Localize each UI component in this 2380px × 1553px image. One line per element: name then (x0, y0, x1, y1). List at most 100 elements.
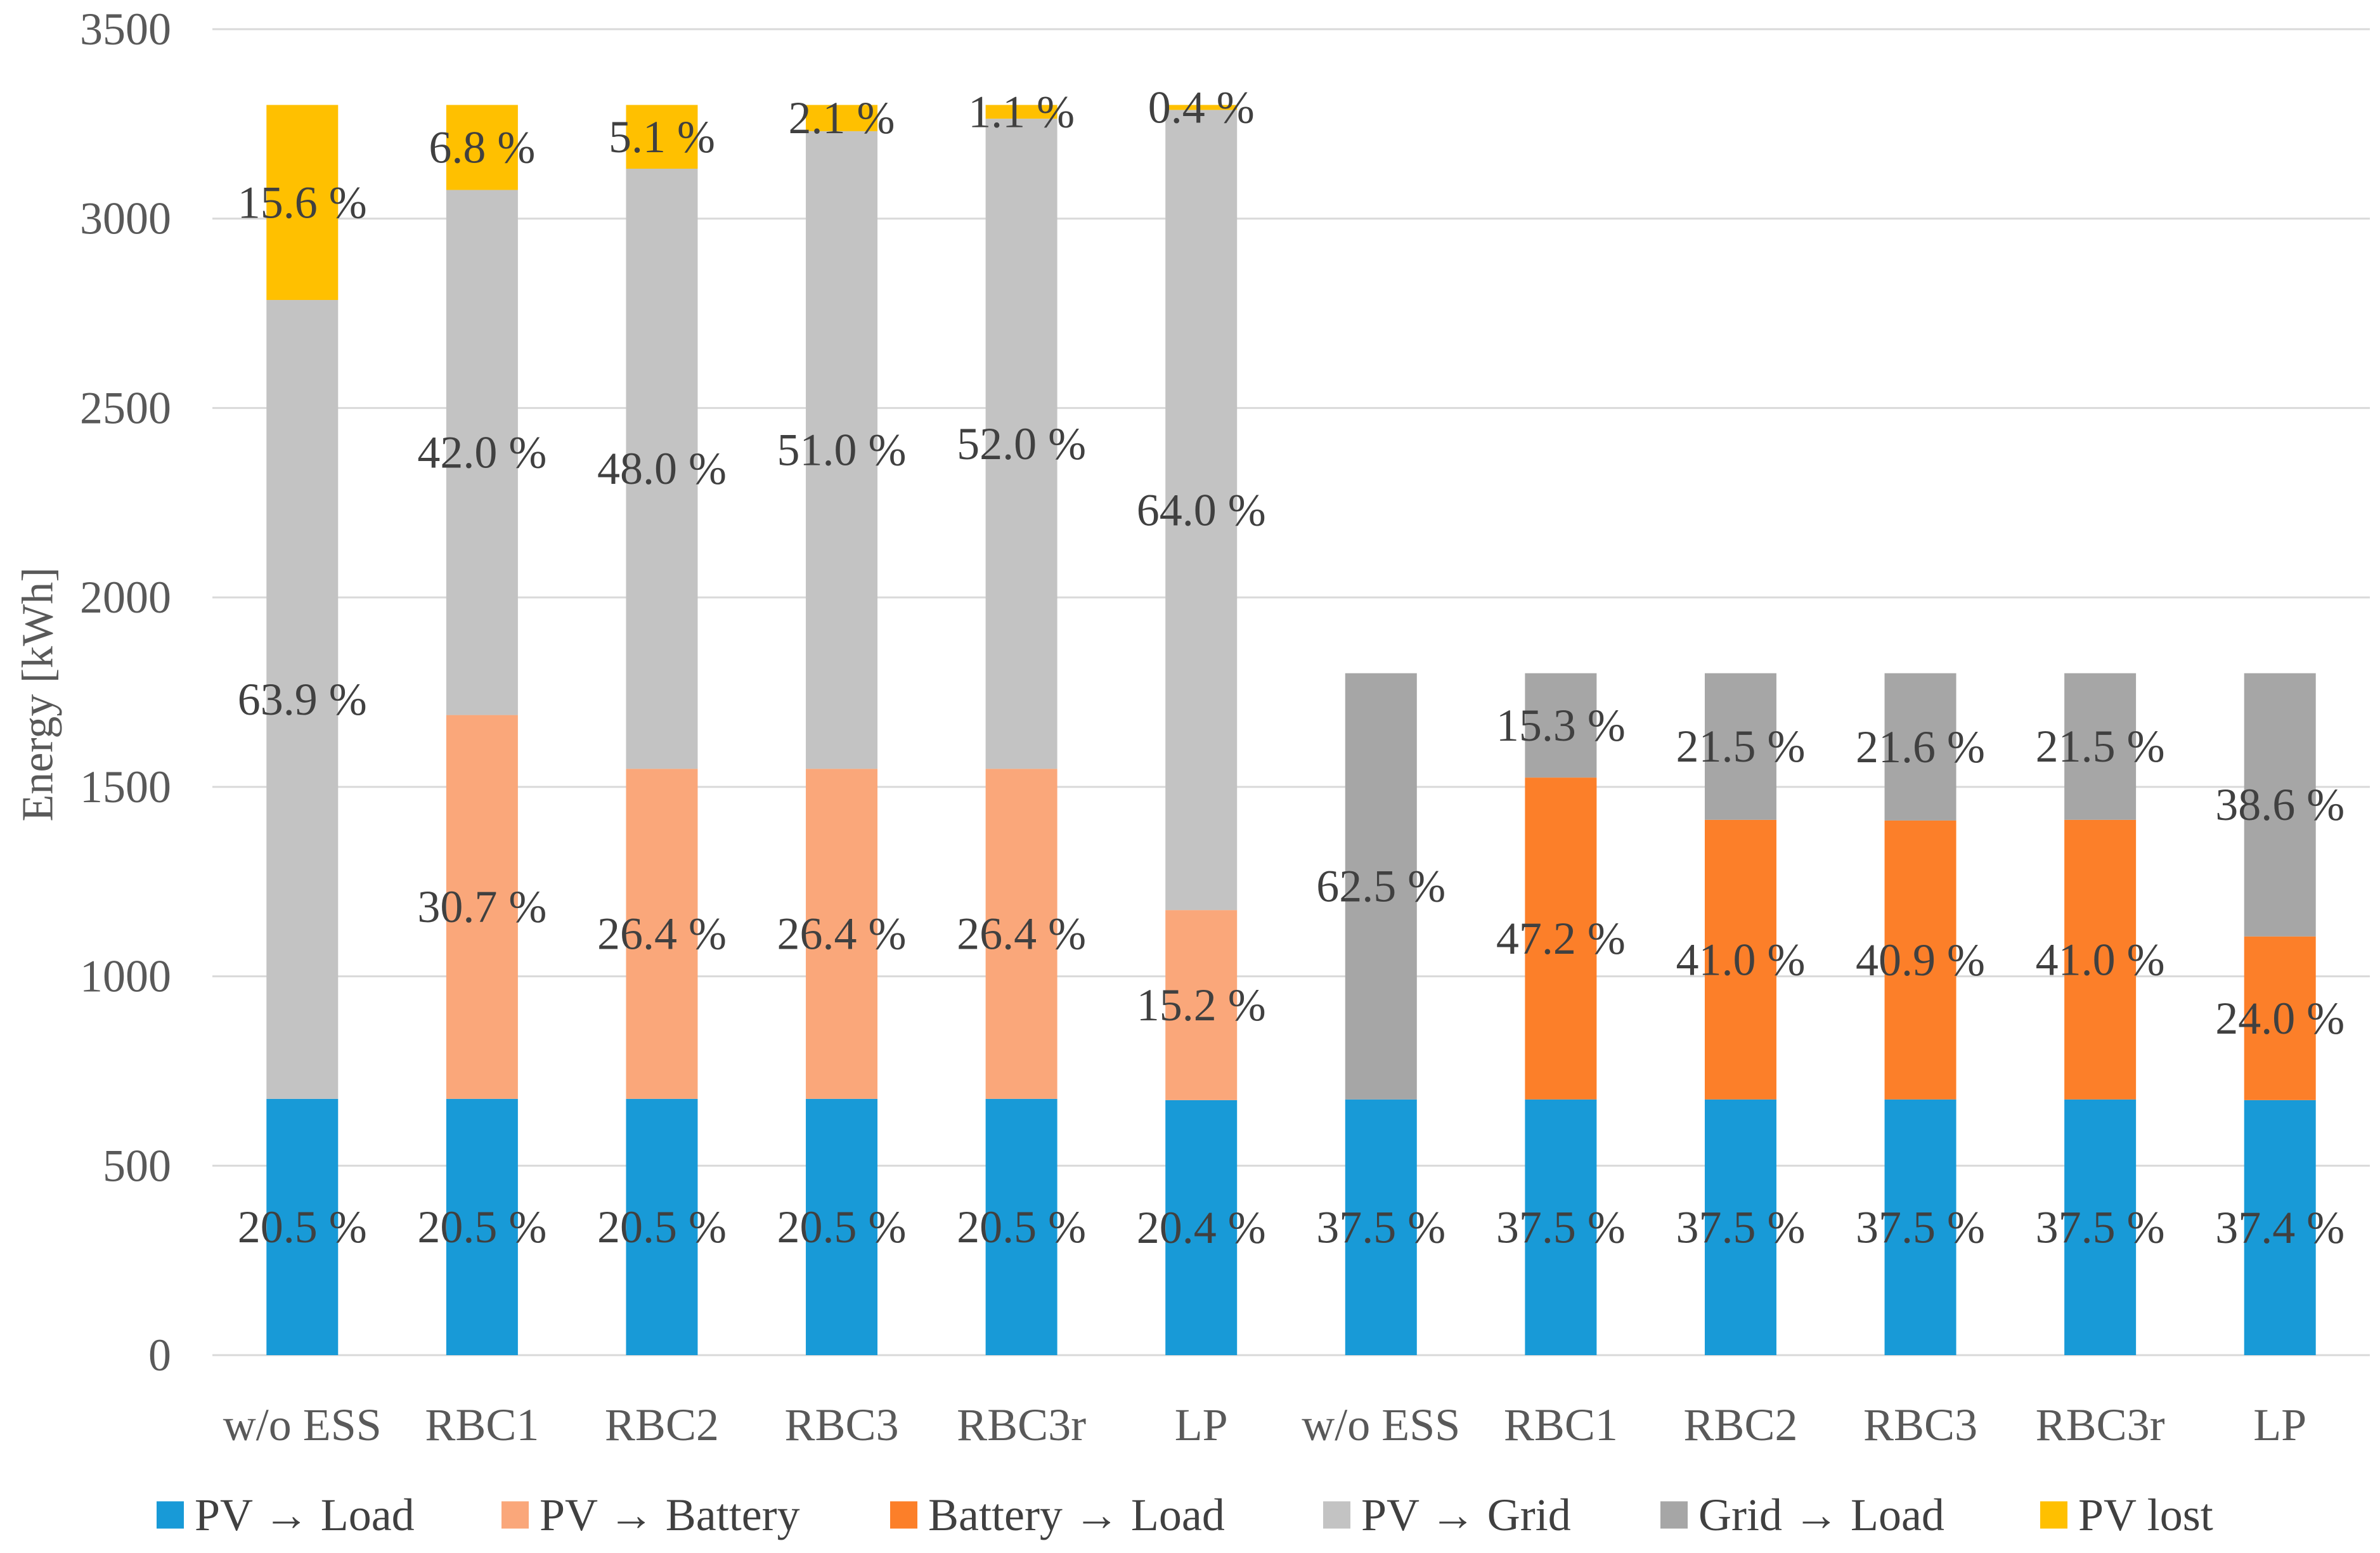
y-tick-label: 3500 (80, 4, 171, 55)
bar-segment-pv-battery (1165, 910, 1238, 1100)
x-category-label: RBC3r (2036, 1400, 2165, 1450)
bar-segment-battery-load (1525, 777, 1597, 1100)
bar-segment-pv-load (266, 1098, 339, 1355)
data-label-battery-load: 41.0 % (2036, 934, 2165, 985)
bar-segment-pv-load (1525, 1099, 1597, 1355)
x-category-label: RBC3r (957, 1400, 1086, 1450)
bar-segment-pv-load (806, 1098, 878, 1355)
bar-segment-pv-load (2244, 1100, 2316, 1355)
data-label-pv-lost: 6.8 % (429, 122, 535, 173)
x-category-label: RBC2 (605, 1400, 719, 1450)
data-label-battery-load: 24.0 % (2215, 993, 2344, 1044)
bar-segment-pv-grid (1165, 110, 1238, 911)
data-label-pv-battery: 26.4 % (957, 909, 1086, 959)
bar-segment-pv-battery (626, 769, 698, 1099)
y-tick-label: 2500 (80, 382, 171, 433)
bar-stack (2064, 673, 2137, 1355)
data-label-pv-load: 37.5 % (1856, 1202, 1985, 1252)
y-tick-label: 3000 (80, 193, 171, 244)
bar-segment-pv-load (1165, 1100, 1238, 1355)
data-label-grid-load: 62.5 % (1316, 861, 1445, 912)
bar-segment-battery-load (2244, 936, 2316, 1100)
legend-item-pv-lost: PV lost (2040, 1490, 2213, 1540)
legend-label: PV lost (2078, 1490, 2213, 1540)
legend-label: PV → Grid (1361, 1490, 1571, 1540)
bar-stack (1704, 673, 1776, 1355)
data-label-grid-load: 21.5 % (1676, 721, 1805, 772)
legend-swatch (2040, 1501, 2067, 1529)
x-category-label: RBC1 (1504, 1400, 1618, 1450)
bar-segment-pv-lost (985, 105, 1057, 119)
data-label-battery-load: 47.2 % (1496, 913, 1626, 964)
bar-segment-pv-grid (985, 119, 1057, 769)
bar-segment-battery-load (1704, 819, 1776, 1100)
data-label-pv-battery: 26.4 % (597, 909, 727, 959)
bar-segment-pv-load (626, 1098, 698, 1355)
bar-segment-pv-load (1345, 1099, 1417, 1355)
data-label-pv-battery: 15.2 % (1137, 980, 1266, 1030)
bar-segment-pv-load (1704, 1099, 1776, 1355)
data-label-grid-load: 21.5 % (2036, 721, 2165, 772)
bar-segment-pv-lost (806, 105, 878, 131)
data-label-pv-load: 37.5 % (1316, 1202, 1445, 1252)
x-axis-category-labels: w/o ESS RBC1 RBC2 RBC3 RBC3r LP w/o ESS RBC1 RBC… (223, 1400, 2306, 1450)
y-axis-title: Energy [kWh] (14, 567, 63, 821)
data-label-pv-battery: 30.7 % (417, 881, 546, 932)
legend-swatch (1323, 1501, 1350, 1529)
bar-stack (985, 105, 1057, 1355)
bar-segment-pv-grid (446, 190, 518, 715)
data-label-pv-grid: 52.0 % (957, 419, 1086, 469)
bar-segment-pv-load (2064, 1099, 2137, 1355)
bar-segment-pv-load (985, 1098, 1057, 1355)
y-axis-tick-labels: 0 500 1000 1500 2000 2500 3000 3500 (80, 4, 171, 1381)
bar-stack (1884, 673, 1956, 1355)
x-category-label: LP (1175, 1400, 1228, 1450)
data-label-pv-grid: 64.0 % (1137, 484, 1266, 535)
bar-segment-pv-battery (985, 769, 1057, 1099)
data-label-pv-grid: 51.0 % (777, 425, 907, 476)
bar-segment-pv-grid (626, 169, 698, 769)
data-label-pv-grid: 48.0 % (597, 443, 727, 494)
bar-stack (2244, 673, 2316, 1355)
bar-segment-grid-load (1525, 673, 1597, 778)
bar-segment-pv-grid (266, 300, 339, 1099)
legend-item-battery-load: Battery → Load (890, 1490, 1225, 1540)
legend-item-grid-load: Grid → Load (1660, 1490, 1944, 1540)
data-label-pv-lost: 5.1 % (609, 112, 715, 162)
legend-swatch (157, 1501, 184, 1529)
bar-segment-pv-battery (446, 715, 518, 1099)
legend-swatch (890, 1501, 917, 1529)
bar-segment-pv-load (1884, 1099, 1956, 1355)
bar-segment-grid-load (1884, 673, 1956, 821)
bar-stack (626, 105, 698, 1355)
data-label-pv-load: 20.5 % (957, 1202, 1086, 1252)
legend-item-pv-battery: PV → Battery (501, 1490, 800, 1540)
x-category-label: RBC3 (785, 1400, 899, 1450)
legend-swatch (1660, 1501, 1688, 1529)
bar-segment-pv-lost (446, 105, 518, 190)
legend-label: Grid → Load (1698, 1490, 1944, 1540)
y-tick-label: 1500 (80, 762, 171, 812)
bar-segment-grid-load (1345, 673, 1417, 1100)
bar-segment-pv-lost (626, 105, 698, 169)
data-label-pv-grid: 63.9 % (238, 674, 367, 725)
data-label-pv-load: 20.4 % (1137, 1202, 1266, 1253)
data-label-pv-load: 20.5 % (238, 1202, 367, 1252)
data-label-battery-load: 40.9 % (1856, 935, 1985, 985)
data-label-pv-load: 20.5 % (777, 1202, 907, 1252)
bar-segment-grid-load (1704, 673, 1776, 820)
bar-segment-pv-battery (806, 769, 878, 1099)
bar-stack (1165, 105, 1238, 1355)
data-label-pv-load: 20.5 % (597, 1202, 727, 1252)
data-label-grid-load: 15.3 % (1496, 700, 1626, 751)
legend-item-pv-load: PV → Load (157, 1490, 415, 1540)
data-label-grid-load: 21.6 % (1856, 722, 1985, 772)
y-tick-label: 0 (148, 1330, 171, 1381)
y-gridlines (212, 28, 2370, 1356)
bar-segment-grid-load (2064, 673, 2137, 820)
legend: PV → Load PV → Battery Battery → Load PV → … (157, 1490, 2213, 1540)
legend-label: PV → Load (195, 1490, 415, 1540)
y-tick-label: 500 (103, 1140, 171, 1191)
data-label-pv-load: 37.4 % (2215, 1202, 2344, 1253)
bar-stack (1525, 673, 1597, 1355)
